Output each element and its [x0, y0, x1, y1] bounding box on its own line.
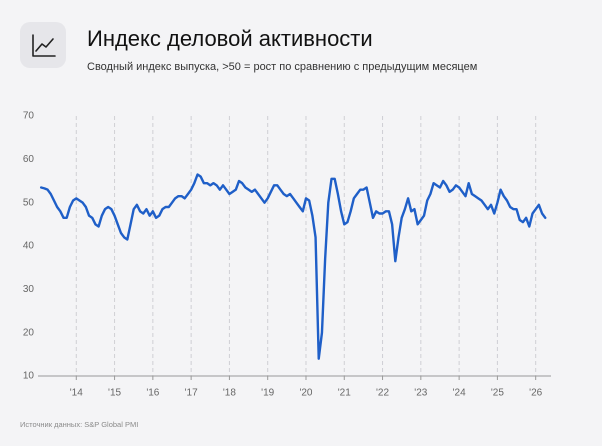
x-tick-label: '25 [491, 388, 504, 399]
x-tick-label: '17 [185, 388, 198, 399]
source-note: Источник данных: S&P Global PMI [20, 420, 138, 429]
data-line [41, 175, 545, 359]
x-tick-label: '18 [223, 388, 236, 399]
x-tick-label: '23 [414, 388, 427, 399]
y-tick-label: 20 [23, 327, 35, 338]
x-tick-label: '22 [376, 388, 389, 399]
x-tick-label: '16 [146, 388, 159, 399]
x-tick-label: '21 [338, 388, 351, 399]
x-tick-label: '15 [108, 388, 121, 399]
chart-subtitle: Сводный индекс выпуска, >50 = рост по ср… [87, 61, 477, 73]
y-tick-label: 70 [23, 111, 35, 122]
x-tick-label: '24 [453, 388, 466, 399]
y-tick-label: 50 [23, 197, 35, 208]
y-tick-label: 10 [23, 371, 35, 382]
x-tick-label: '20 [299, 388, 312, 399]
y-tick-label: 60 [23, 154, 35, 165]
y-tick-label: 40 [23, 241, 35, 252]
x-tick-label: '26 [529, 388, 542, 399]
chart-title: Индекс деловой активности [87, 26, 373, 51]
x-tick-label: '14 [70, 388, 83, 399]
y-tick-label: 30 [23, 284, 35, 295]
x-tick-label: '19 [261, 388, 274, 399]
